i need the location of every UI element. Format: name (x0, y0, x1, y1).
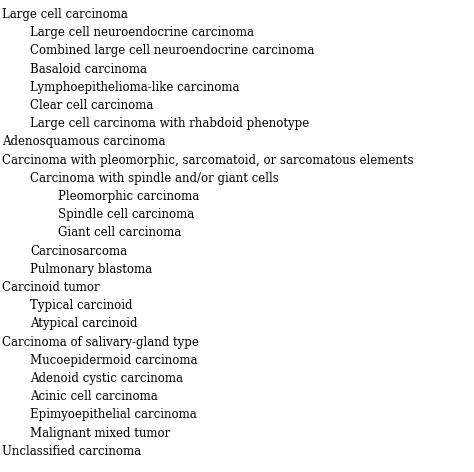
Text: Carcinoid tumor: Carcinoid tumor (2, 281, 100, 294)
Text: Malignant mixed tumor: Malignant mixed tumor (30, 427, 170, 439)
Text: Carcinoma of salivary-gland type: Carcinoma of salivary-gland type (2, 336, 199, 349)
Text: Basaloid carcinoma: Basaloid carcinoma (30, 63, 147, 76)
Text: Pleomorphic carcinoma: Pleomorphic carcinoma (58, 190, 199, 203)
Text: Epimyoepithelial carcinoma: Epimyoepithelial carcinoma (30, 408, 197, 421)
Text: Typical carcinoid: Typical carcinoid (30, 299, 133, 312)
Text: Carcinoma with pleomorphic, sarcomatoid, or sarcomatous elements: Carcinoma with pleomorphic, sarcomatoid,… (2, 153, 413, 167)
Text: Pulmonary blastoma: Pulmonary blastoma (30, 263, 152, 276)
Text: Carcinosarcoma: Carcinosarcoma (30, 244, 127, 258)
Text: Carcinoma with spindle and/or giant cells: Carcinoma with spindle and/or giant cell… (30, 172, 279, 185)
Text: Adenosquamous carcinoma: Adenosquamous carcinoma (2, 135, 165, 148)
Text: Combined large cell neuroendocrine carcinoma: Combined large cell neuroendocrine carci… (30, 44, 314, 58)
Text: Large cell neuroendocrine carcinoma: Large cell neuroendocrine carcinoma (30, 26, 254, 39)
Text: Acinic cell carcinoma: Acinic cell carcinoma (30, 390, 158, 403)
Text: Giant cell carcinoma: Giant cell carcinoma (58, 227, 181, 239)
Text: Mucoepidermoid carcinoma: Mucoepidermoid carcinoma (30, 354, 198, 367)
Text: Atypical carcinoid: Atypical carcinoid (30, 317, 137, 330)
Text: Spindle cell carcinoma: Spindle cell carcinoma (58, 208, 194, 221)
Text: Large cell carcinoma with rhabdoid phenotype: Large cell carcinoma with rhabdoid pheno… (30, 117, 309, 130)
Text: Unclassified carcinoma: Unclassified carcinoma (2, 445, 141, 458)
Text: Adenoid cystic carcinoma: Adenoid cystic carcinoma (30, 372, 183, 385)
Text: Large cell carcinoma: Large cell carcinoma (2, 8, 128, 21)
Text: Clear cell carcinoma: Clear cell carcinoma (30, 99, 154, 112)
Text: Lymphoepithelioma-like carcinoma: Lymphoepithelioma-like carcinoma (30, 81, 239, 94)
